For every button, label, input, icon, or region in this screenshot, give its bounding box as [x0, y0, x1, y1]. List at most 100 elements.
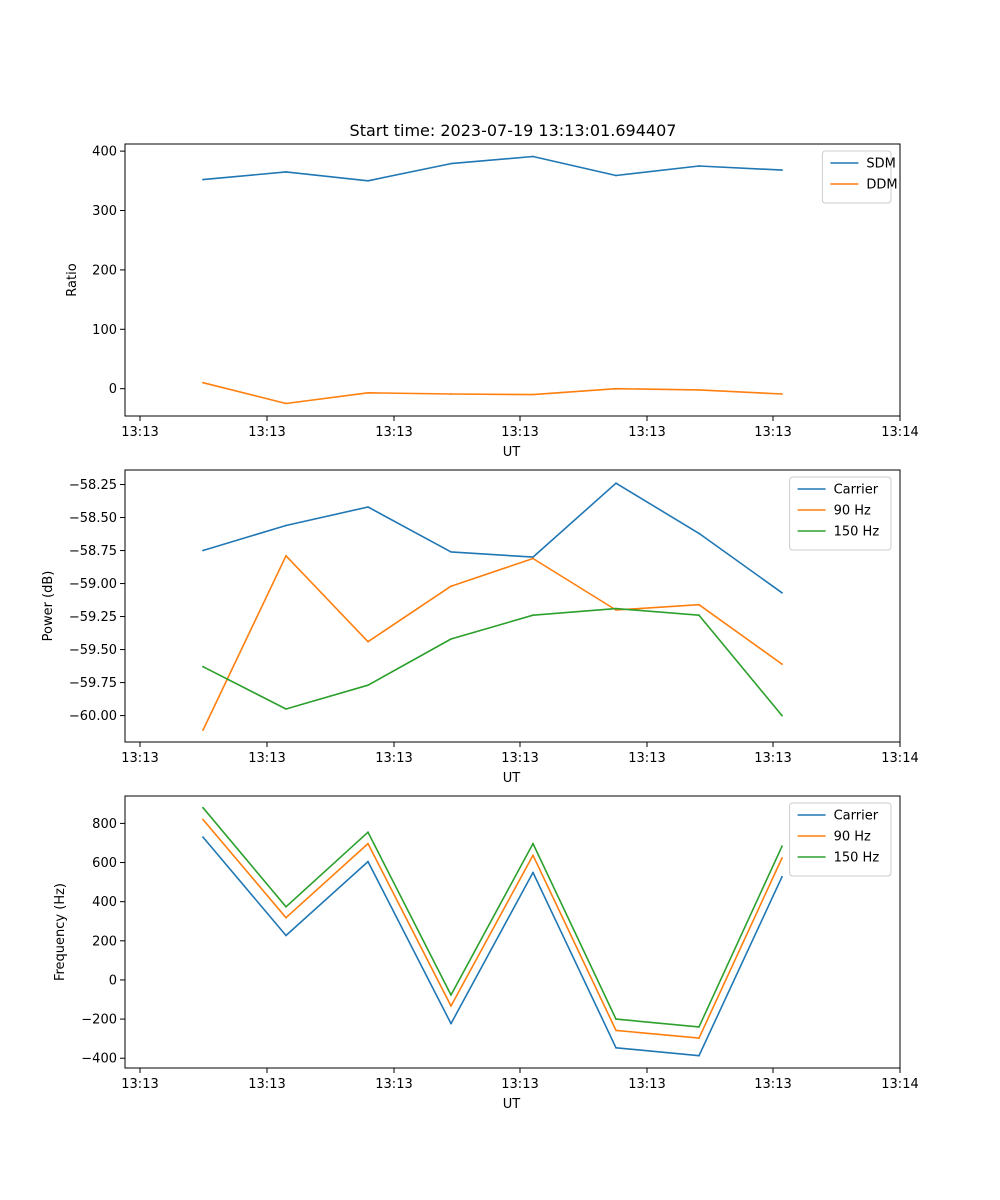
- x-tick-label: 13:13: [248, 425, 285, 440]
- series-line-150-hz: [202, 607, 783, 717]
- y-tick-label: 400: [92, 895, 117, 910]
- series-line-90-hz: [202, 554, 783, 731]
- x-tick-label: 13:13: [375, 1077, 412, 1092]
- data-point: [450, 1022, 452, 1025]
- y-tick-label: 0: [109, 973, 117, 988]
- x-tick-label: 13:13: [754, 751, 791, 766]
- data-point: [615, 1018, 617, 1020]
- x-axis-label: UT: [503, 445, 521, 460]
- data-point: [532, 842, 534, 845]
- y-tick-label: 200: [92, 934, 117, 949]
- chart-title: Start time: 2023-07-19 13:13:01.694407: [350, 121, 677, 140]
- subplots: 13:13 13:13 13:13 13:13 13:13 13:13 13:14 0 100 2…: [41, 143, 919, 1112]
- legend: Carrier 90 Hz 150 Hz: [789, 802, 892, 877]
- y-tick-label: −59.50: [69, 643, 117, 658]
- data-point: [450, 551, 452, 553]
- x-tick-label: 13:14: [881, 751, 918, 766]
- data-point: [450, 393, 452, 395]
- data-point: [367, 684, 369, 687]
- data-point: [615, 174, 617, 177]
- data-point: [450, 638, 452, 640]
- data-point: [781, 393, 783, 395]
- x-tick-label: 13:13: [121, 425, 158, 440]
- data-point: [698, 389, 700, 391]
- series-line-sdm: [202, 155, 783, 182]
- data-point: [202, 549, 204, 552]
- plot-frame: [124, 795, 901, 1069]
- plot-frame: [124, 469, 901, 743]
- data-point: [285, 934, 287, 937]
- data-point: [615, 1029, 617, 1032]
- data-point: [781, 875, 783, 878]
- data-point: [615, 1046, 617, 1049]
- x-tick-label: 13:13: [501, 1077, 538, 1092]
- data-point: [202, 178, 204, 181]
- x-tick-label: 13:13: [628, 751, 665, 766]
- x-tick-label: 13:13: [248, 1077, 285, 1092]
- y-tick-label: −200: [81, 1013, 117, 1028]
- x-tick-label: 13:14: [881, 1077, 918, 1092]
- y-tick-label: −59.00: [69, 577, 117, 592]
- y-tick-label: −58.25: [69, 478, 117, 493]
- data-point: [285, 554, 287, 557]
- legend-label: 90 Hz: [834, 504, 871, 519]
- x-axis-label: UT: [503, 1097, 521, 1112]
- data-point: [698, 614, 700, 617]
- data-point: [450, 1005, 452, 1007]
- series-line-150-hz: [202, 807, 783, 1028]
- data-point: [698, 603, 700, 606]
- data-point: [367, 640, 369, 643]
- data-point: [367, 179, 369, 182]
- x-tick-label: 13:13: [375, 751, 412, 766]
- data-point: [285, 171, 287, 173]
- data-point: [285, 708, 287, 710]
- y-tick-label: 300: [92, 204, 117, 219]
- legend-label: Carrier: [834, 483, 879, 498]
- data-point: [285, 905, 287, 908]
- data-point: [532, 155, 534, 158]
- series-line-90-hz: [202, 818, 783, 1039]
- x-tick-label: 13:13: [121, 751, 158, 766]
- data-point: [781, 663, 783, 665]
- data-point: [285, 524, 287, 527]
- x-tick-label: 13:13: [501, 425, 538, 440]
- data-point: [202, 806, 204, 809]
- y-axis-label: Frequency (Hz): [53, 883, 68, 981]
- y-tick-label: −59.25: [69, 610, 117, 625]
- data-point: [532, 393, 534, 396]
- x-tick-label: 13:13: [628, 425, 665, 440]
- data-point: [615, 387, 617, 390]
- x-tick-label: 13:13: [248, 751, 285, 766]
- data-point: [781, 857, 783, 859]
- plot-frame: [124, 143, 901, 417]
- data-point: [450, 994, 452, 996]
- series-line-carrier: [202, 836, 783, 1057]
- data-point: [698, 165, 700, 167]
- y-tick-label: 400: [92, 145, 117, 160]
- y-tick-label: 100: [92, 323, 117, 338]
- data-point: [532, 614, 534, 617]
- data-point: [367, 860, 369, 863]
- data-point: [367, 391, 369, 394]
- data-point: [532, 556, 534, 558]
- subplot-1: 13:13 13:13 13:13 13:13 13:13 13:13 13:14 0 100 2…: [65, 143, 919, 460]
- legend-label: Carrier: [834, 809, 879, 824]
- data-point: [698, 1026, 700, 1028]
- legend-box: [821, 150, 892, 204]
- subplot-3: 13:13 13:13 13:13 13:13 13:13 13:13 13:14 −400 −…: [53, 795, 919, 1112]
- y-tick-label: 200: [92, 263, 117, 278]
- data-point: [202, 381, 204, 384]
- data-point: [698, 1054, 700, 1057]
- x-tick-label: 13:13: [375, 425, 412, 440]
- data-point: [367, 831, 369, 834]
- x-axis-label: UT: [503, 771, 521, 786]
- y-tick-label: −58.50: [69, 511, 117, 526]
- data-point: [367, 506, 369, 508]
- data-point: [615, 482, 617, 485]
- x-tick-label: 13:14: [881, 425, 918, 440]
- data-point: [781, 714, 783, 717]
- data-point: [285, 916, 287, 919]
- y-tick-label: −60.00: [69, 709, 117, 724]
- data-point: [202, 836, 204, 838]
- x-tick-label: 13:13: [501, 751, 538, 766]
